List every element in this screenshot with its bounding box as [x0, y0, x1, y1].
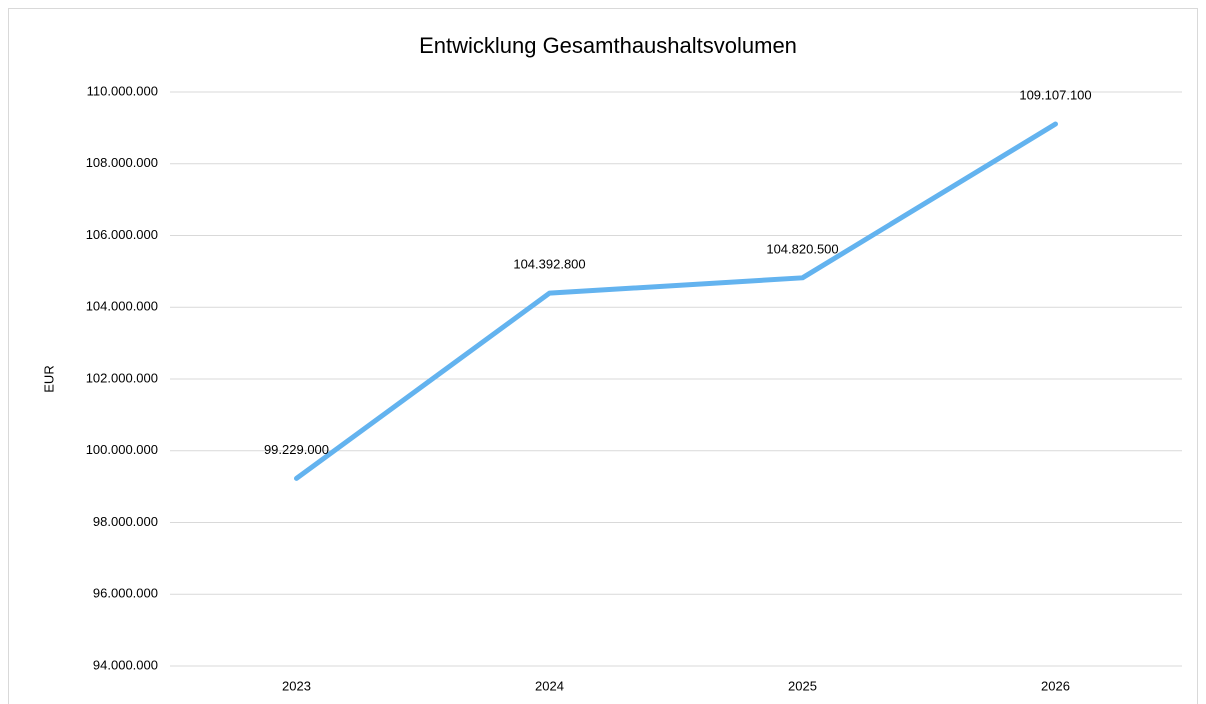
data-label: 104.392.800 — [513, 257, 585, 272]
data-label: 104.820.500 — [766, 241, 838, 256]
y-tick-label: 98.000.000 — [93, 514, 158, 529]
y-tick-label: 100.000.000 — [86, 442, 158, 457]
x-tick-label: 2023 — [282, 678, 311, 693]
y-tick-label: 96.000.000 — [93, 586, 158, 601]
chart-border — [8, 8, 1198, 704]
x-tick-label: 2025 — [788, 678, 817, 693]
x-tick-label: 2026 — [1041, 678, 1070, 693]
y-tick-label: 94.000.000 — [93, 657, 158, 672]
x-tick-label: 2024 — [535, 678, 564, 693]
data-label: 99.229.000 — [264, 442, 329, 457]
y-tick-label: 108.000.000 — [86, 155, 158, 170]
y-axis-label: EUR — [41, 365, 56, 392]
line-series — [294, 121, 1058, 481]
y-tick-label: 106.000.000 — [86, 227, 158, 242]
data-label: 109.107.100 — [1019, 87, 1091, 102]
chart-title: Entwicklung Gesamthaushaltsvolumen — [419, 33, 797, 58]
y-tick-label: 102.000.000 — [86, 370, 158, 385]
y-tick-label: 110.000.000 — [87, 83, 158, 98]
y-tick-label: 104.000.000 — [86, 299, 158, 314]
